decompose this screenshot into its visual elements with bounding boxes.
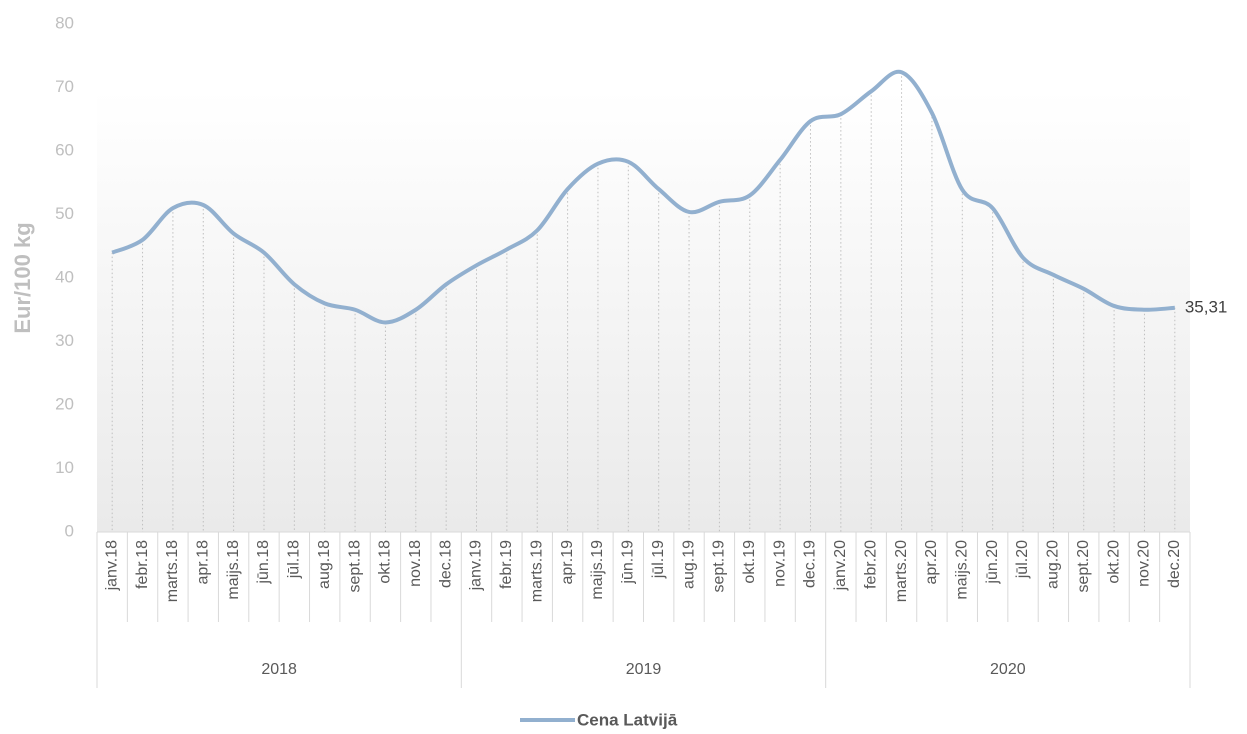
x-tick-label: jūn.18: [255, 540, 272, 585]
x-tick-label: janv.18: [103, 540, 120, 592]
y-axis-label: Eur/100 kg: [10, 222, 35, 333]
plot-background: [97, 90, 1190, 532]
y-tick-label: 70: [55, 77, 74, 96]
x-tick-label: apr.18: [194, 540, 211, 585]
x-tick-label: marts.19: [528, 540, 545, 602]
x-tick-label: jūl.19: [650, 540, 667, 579]
x-tick-label: sept.19: [711, 540, 728, 593]
x-tick-label: janv.20: [832, 540, 849, 592]
x-tick-label: aug.19: [680, 540, 697, 589]
x-tick-label: sept.20: [1075, 540, 1092, 593]
x-tick-label: maijs.20: [954, 540, 971, 600]
data-label: 35,31: [1185, 297, 1228, 316]
x-tick-label: okt.20: [1105, 540, 1122, 584]
x-tick-label: aug.18: [316, 540, 333, 589]
y-tick-label: 30: [55, 331, 74, 350]
x-tick-label: jūn.19: [620, 540, 637, 585]
y-tick-label: 0: [65, 521, 74, 540]
x-tick-label: jūl.18: [286, 540, 303, 579]
x-tick-label: dec.18: [437, 540, 454, 588]
x-tick-label: nov.20: [1136, 540, 1153, 587]
x-tick-label: febr.20: [862, 540, 879, 589]
x-tick-label: apr.20: [923, 540, 940, 585]
year-label: 2020: [990, 661, 1026, 678]
x-tick-label: maijs.19: [589, 540, 606, 600]
x-tick-label: aug.20: [1045, 540, 1062, 589]
x-tick-label: nov.18: [407, 540, 424, 587]
x-tick-label: dec.20: [1166, 540, 1183, 588]
x-tick-label: jūn.20: [984, 540, 1001, 585]
x-tick-label: okt.19: [741, 540, 758, 584]
x-tick-label: marts.18: [164, 540, 181, 602]
year-label: 2018: [261, 661, 297, 678]
x-tick-label: febr.18: [134, 540, 151, 589]
line-series: [111, 69, 1175, 325]
x-tick-label: apr.19: [559, 540, 576, 585]
year-label: 2019: [626, 661, 662, 678]
x-tick-label: dec.19: [802, 540, 819, 588]
legend-label: Cena Latvijā: [577, 710, 678, 729]
x-tick-label: marts.20: [893, 540, 910, 602]
y-tick-label: 50: [55, 204, 74, 223]
y-tick-label: 40: [55, 267, 74, 286]
x-tick-label: okt.18: [377, 540, 394, 584]
y-tick-label: 80: [55, 13, 74, 32]
y-tick-label: 20: [55, 394, 74, 413]
x-tick-label: jūl.20: [1014, 540, 1031, 579]
x-tick-label: febr.19: [498, 540, 515, 589]
x-tick-label: janv.19: [468, 540, 485, 592]
x-tick-label: sept.18: [346, 540, 363, 593]
y-tick-label: 60: [55, 140, 74, 159]
x-tick-label: nov.19: [771, 540, 788, 587]
x-tick-label: maijs.18: [225, 540, 242, 600]
y-tick-label: 10: [55, 458, 74, 477]
